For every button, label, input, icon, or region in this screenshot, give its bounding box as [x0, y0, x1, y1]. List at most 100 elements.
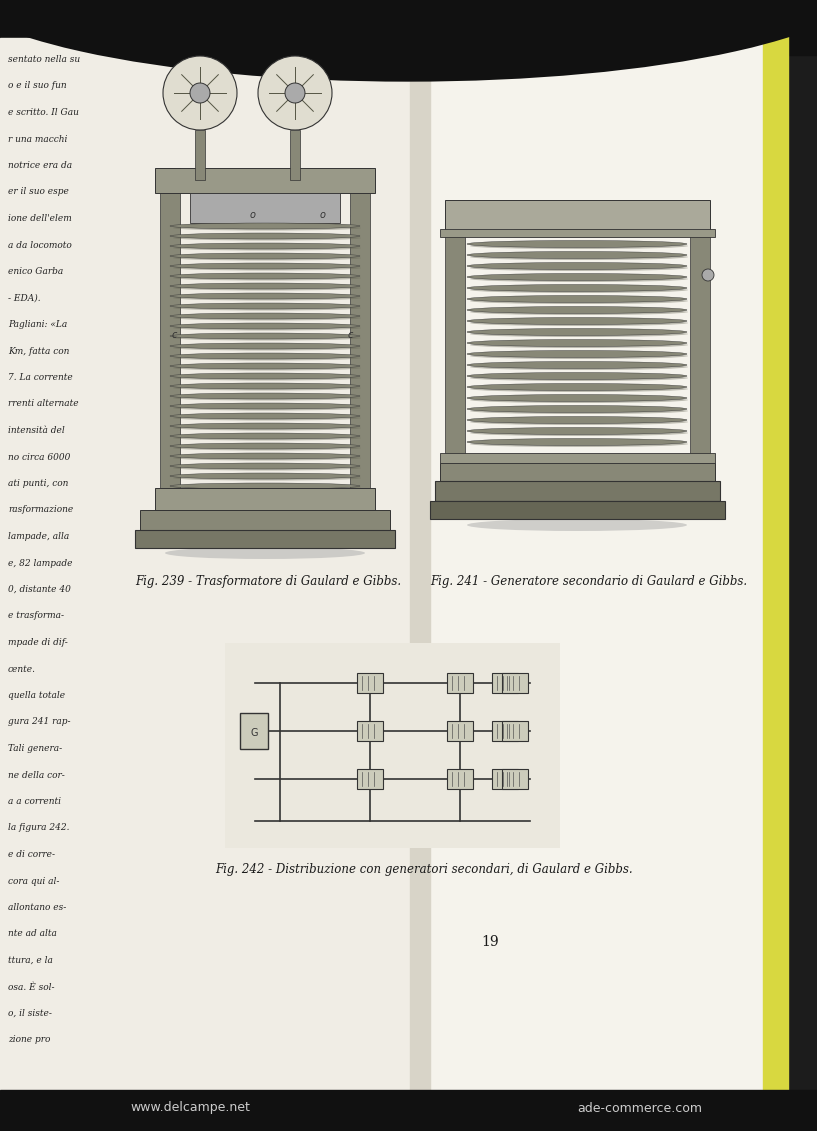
Ellipse shape [467, 439, 687, 446]
Text: no circa 6000: no circa 6000 [8, 452, 70, 461]
Ellipse shape [467, 351, 687, 357]
Ellipse shape [173, 276, 361, 280]
Bar [190, 193, 340, 223]
Bar [195, 130, 205, 180]
Ellipse shape [173, 375, 361, 380]
Ellipse shape [467, 285, 687, 292]
Text: o, il siste-: o, il siste- [8, 1009, 51, 1018]
Bar [445, 200, 710, 230]
Ellipse shape [170, 353, 360, 359]
Ellipse shape [170, 243, 360, 249]
Text: c: c [348, 330, 354, 340]
Circle shape [702, 269, 714, 280]
Text: Pagliani: «La: Pagliani: «La [8, 320, 67, 329]
Ellipse shape [170, 443, 360, 449]
Bar [492, 769, 518, 789]
Ellipse shape [173, 256, 361, 260]
Ellipse shape [170, 293, 360, 299]
Ellipse shape [173, 326, 361, 330]
Text: ade-commerce.com: ade-commerce.com [578, 1102, 703, 1114]
Ellipse shape [173, 266, 361, 270]
Ellipse shape [173, 406, 361, 411]
Ellipse shape [470, 232, 688, 238]
Ellipse shape [467, 230, 687, 236]
Text: a da locomoto: a da locomoto [8, 241, 72, 250]
Text: Tali genera-: Tali genera- [8, 744, 62, 753]
Text: rrenti alternate: rrenti alternate [8, 399, 78, 408]
Bar [420, 31, 780, 1105]
Bar [240, 713, 268, 749]
Text: Km, fatta con: Km, fatta con [8, 346, 69, 355]
Ellipse shape [170, 253, 360, 259]
Ellipse shape [170, 343, 360, 349]
Bar [160, 169, 180, 498]
Ellipse shape [470, 309, 688, 316]
Ellipse shape [173, 285, 361, 291]
Ellipse shape [170, 413, 360, 418]
Text: rasformazione: rasformazione [8, 506, 74, 515]
Bar [430, 501, 725, 519]
Text: ati punti, con: ati punti, con [8, 480, 69, 487]
Text: 0, distante 40: 0, distante 40 [8, 585, 71, 594]
Ellipse shape [470, 320, 688, 326]
Ellipse shape [170, 463, 360, 469]
Text: Fig. 241 - Generatore secondario di Gaulard e Gibbs.: Fig. 241 - Generatore secondario di Gaul… [430, 575, 747, 588]
Ellipse shape [173, 235, 361, 241]
Text: sentato nella su: sentato nella su [8, 55, 80, 64]
Text: Fig. 242 - Distribuzione con generatori secondari, di Gaulard e Gibbs.: Fig. 242 - Distribuzione con generatori … [215, 863, 632, 877]
Text: - EDA).: - EDA). [8, 294, 41, 302]
Text: 19: 19 [481, 935, 499, 949]
Bar [440, 454, 715, 463]
Bar [357, 769, 383, 789]
Bar [135, 530, 395, 549]
Bar [502, 769, 528, 789]
Text: ione dell'elem: ione dell'elem [8, 214, 72, 223]
Bar [447, 769, 473, 789]
Bar [447, 673, 473, 693]
Bar [290, 130, 300, 180]
Text: quella totale: quella totale [8, 691, 65, 700]
Ellipse shape [170, 313, 360, 319]
Ellipse shape [467, 274, 687, 280]
Bar [155, 169, 375, 193]
Text: r una macchi: r una macchi [8, 135, 67, 144]
Ellipse shape [165, 547, 365, 559]
Ellipse shape [467, 372, 687, 380]
Text: a a correnti: a a correnti [8, 797, 61, 806]
Circle shape [163, 57, 237, 130]
Ellipse shape [467, 328, 687, 336]
Text: c: c [172, 330, 177, 340]
Ellipse shape [470, 254, 688, 260]
Ellipse shape [173, 425, 361, 431]
Text: la figura 242.: la figura 242. [8, 823, 69, 832]
Text: e, 82 lampade: e, 82 lampade [8, 559, 73, 568]
Ellipse shape [173, 355, 361, 361]
Bar [155, 487, 375, 510]
Ellipse shape [470, 375, 688, 381]
Ellipse shape [470, 408, 688, 414]
Ellipse shape [170, 303, 360, 309]
Ellipse shape [467, 262, 687, 269]
Ellipse shape [173, 495, 361, 501]
Ellipse shape [467, 318, 687, 325]
Ellipse shape [470, 441, 688, 447]
Circle shape [190, 83, 210, 103]
Ellipse shape [170, 273, 360, 279]
Ellipse shape [173, 365, 361, 371]
Ellipse shape [467, 362, 687, 369]
Ellipse shape [173, 466, 361, 470]
Text: zione pro: zione pro [8, 1036, 51, 1045]
Text: o: o [250, 210, 256, 221]
Ellipse shape [170, 333, 360, 339]
Text: cente.: cente. [8, 665, 36, 673]
Ellipse shape [173, 446, 361, 450]
Ellipse shape [170, 323, 360, 329]
Ellipse shape [170, 433, 360, 439]
Ellipse shape [467, 406, 687, 413]
Ellipse shape [173, 345, 361, 351]
Ellipse shape [173, 485, 361, 491]
Ellipse shape [170, 264, 360, 269]
Bar [492, 673, 518, 693]
Ellipse shape [170, 392, 360, 399]
Ellipse shape [170, 423, 360, 429]
